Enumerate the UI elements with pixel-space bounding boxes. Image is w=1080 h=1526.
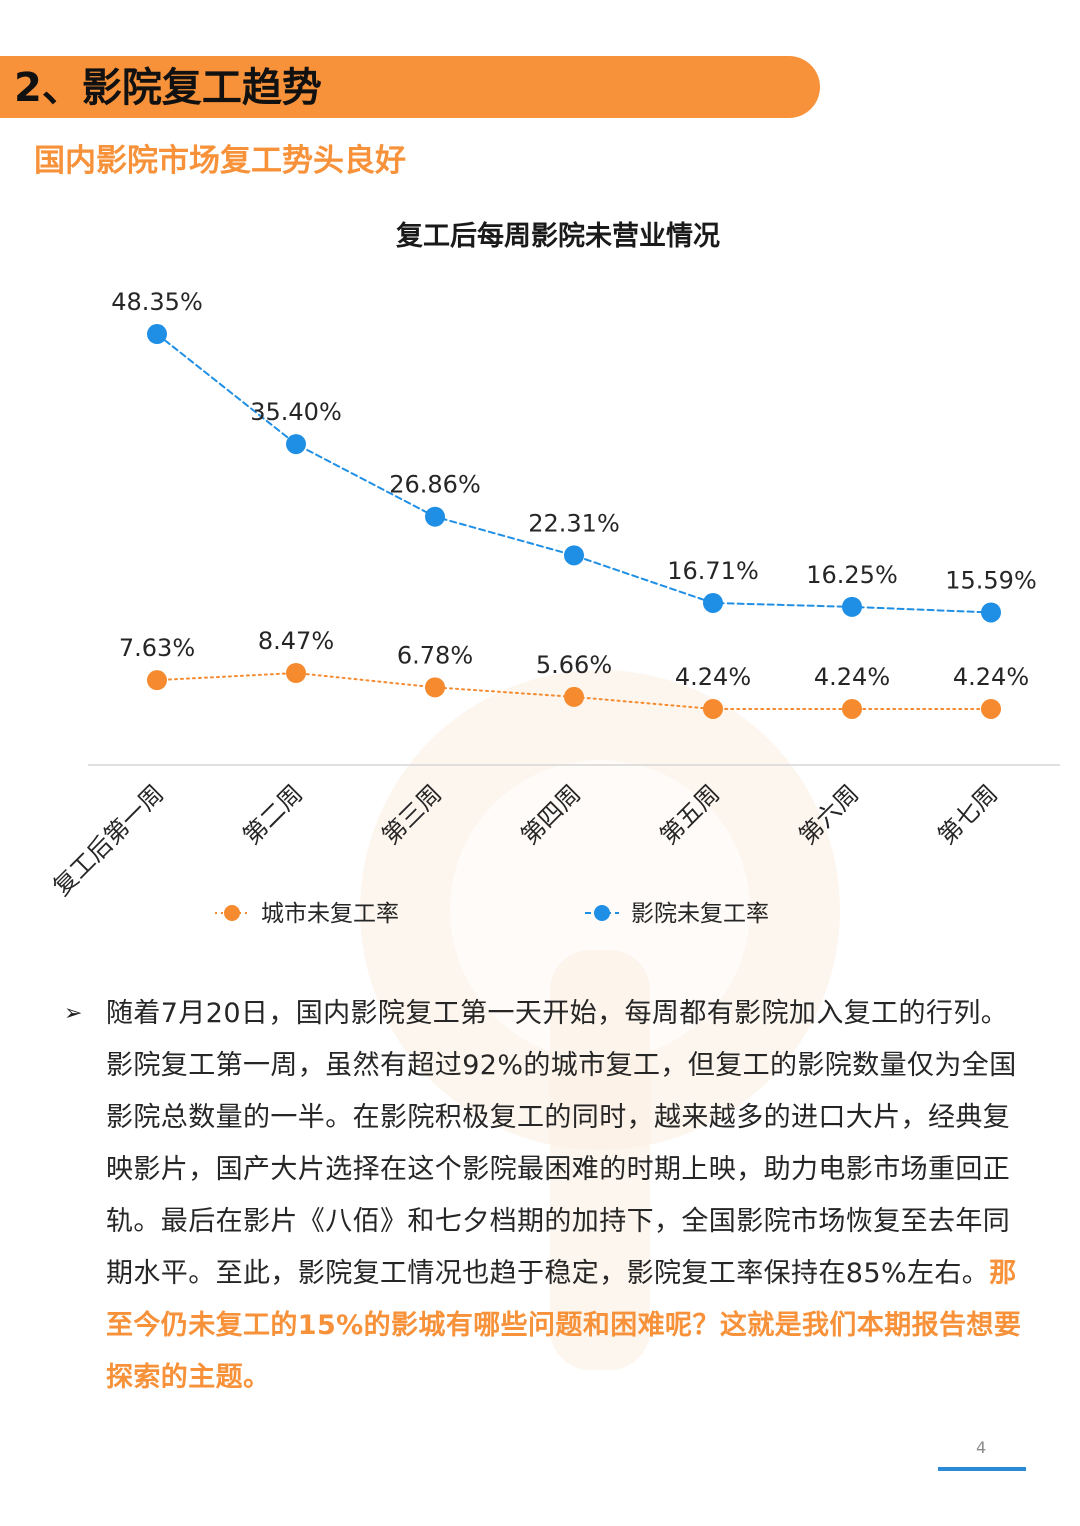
data-label-city: 6.78% [397, 641, 473, 669]
data-point-cinema [703, 592, 723, 613]
page-footer-line [938, 1467, 1026, 1471]
data-point-city [286, 663, 306, 684]
x-tick-label: 第五周 [655, 779, 726, 850]
data-point-city [703, 698, 723, 719]
body-highlight-text: 那至今仍未复工的15%的影城有哪些问题和困难呢？这就是我们本期报告想要探索的主题… [106, 1258, 1022, 1393]
body-paragraph-text: 随着7月20日，国内影院复工第一天开始，每周都有影院加入复工的行列。影院复工第一… [106, 998, 1017, 1289]
x-tick-label: 第二周 [238, 779, 309, 850]
data-label-cinema: 22.31% [528, 509, 620, 537]
data-point-city [981, 698, 1001, 719]
data-point-cinema [981, 602, 1001, 623]
page-number: 4 [976, 1438, 987, 1457]
data-label-city: 4.24% [675, 663, 751, 691]
data-label-cinema: 16.71% [667, 557, 759, 585]
data-point-city [564, 686, 584, 707]
data-point-cinema [286, 434, 306, 455]
legend-swatch-marker-city [224, 905, 240, 921]
data-label-city: 4.24% [953, 663, 1029, 691]
arrowhead-bullet-icon: ➢ [64, 1001, 83, 1026]
data-point-cinema [564, 545, 584, 566]
x-tick-label: 第四周 [516, 779, 587, 850]
section-title: 2、影院复工趋势 [14, 65, 322, 111]
page-subtitle: 国内影院市场复工势头良好 [34, 143, 406, 179]
data-point-cinema [842, 596, 862, 617]
body-text: ➢ 随着7月20日，国内影院复工第一天开始，每周都有影院加入复工的行列。影院复工… [64, 988, 1030, 1404]
x-axis-ticks: 复工后第一周 第二周 第三周 第四周 第五周 第六周 第七周 [48, 779, 1004, 901]
data-point-city [147, 670, 167, 691]
x-tick-label: 复工后第一周 [48, 779, 170, 901]
section-header-bar [0, 56, 820, 118]
chart-title: 复工后每周影院未营业情况 [396, 220, 720, 252]
legend-swatch-marker-cinema [594, 905, 610, 921]
data-label-city: 7.63% [119, 634, 195, 662]
line-chart: 复工后每周影院未营业情况 7.63% 8.47% 6.78% 5.66% 4.24% 4.… [48, 220, 1060, 927]
data-label-city: 5.66% [536, 651, 612, 679]
data-label-cinema: 15.59% [945, 566, 1037, 594]
data-label-city: 8.47% [258, 627, 334, 655]
chart-legend: 城市未复工率 影院未复工率 [215, 901, 769, 927]
data-point-cinema [147, 324, 167, 345]
data-point-cinema [425, 506, 445, 527]
x-tick-label: 第三周 [377, 779, 448, 850]
body-paragraph: 随着7月20日，国内影院复工第一天开始，每周都有影院加入复工的行列。影院复工第一… [106, 988, 1030, 1404]
data-point-city [425, 677, 445, 698]
data-label-cinema: 26.86% [389, 471, 481, 499]
legend-label-cinema: 影院未复工率 [631, 901, 769, 927]
x-tick-label: 第六周 [794, 779, 865, 850]
data-label-cinema: 16.25% [806, 561, 898, 589]
data-label-city: 4.24% [814, 663, 890, 691]
series-layer: 7.63% 8.47% 6.78% 5.66% 4.24% 4.24% 4.24% 48.35… [111, 288, 1037, 719]
data-label-cinema: 48.35% [111, 288, 203, 316]
data-point-city [842, 698, 862, 719]
legend-label-city: 城市未复工率 [261, 901, 399, 927]
x-tick-label: 第七周 [933, 779, 1004, 850]
data-label-cinema: 35.40% [250, 398, 342, 426]
